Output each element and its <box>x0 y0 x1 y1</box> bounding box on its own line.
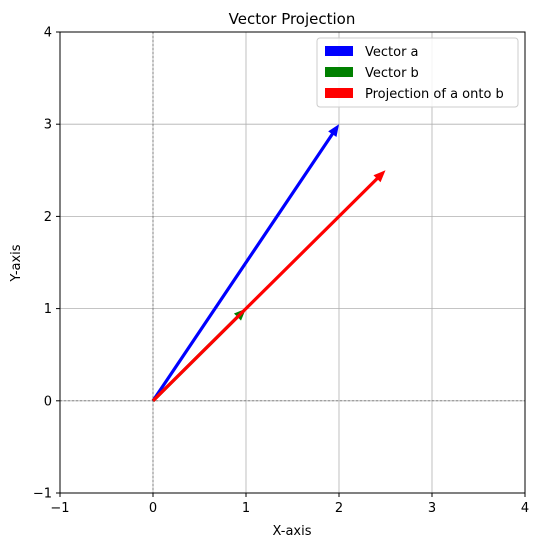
x-tick-label: 3 <box>428 501 436 516</box>
legend: Vector a Vector b Projection of a onto b <box>316 37 519 108</box>
x-tick-label: 4 <box>521 501 529 516</box>
x-tick-label: −1 <box>50 501 69 516</box>
y-tick-label: 1 <box>44 302 52 317</box>
legend-swatch <box>325 67 353 77</box>
legend-swatch <box>325 46 353 56</box>
y-tick-label: 4 <box>44 26 52 41</box>
axes <box>59 31 526 494</box>
legend-label: Vector a <box>365 45 419 60</box>
chart-title: Vector Projection <box>229 10 356 28</box>
x-tick-label: 0 <box>149 501 157 516</box>
y-tick-label: −1 <box>33 487 52 502</box>
y-tick-label: 3 <box>44 118 52 133</box>
y-axis-label: Y-axis <box>9 244 24 282</box>
vector-arrow-0 <box>151 124 339 402</box>
legend-swatch <box>325 88 353 98</box>
x-tick-label: 1 <box>242 501 250 516</box>
y-tick-label: 2 <box>44 210 52 225</box>
vector-arrows <box>151 124 386 402</box>
y-tick-label: 0 <box>44 394 52 409</box>
vector-arrow-2 <box>151 170 386 402</box>
legend-label: Projection of a onto b <box>365 87 504 102</box>
legend-label: Vector b <box>365 66 419 81</box>
axes-frame <box>59 31 526 494</box>
ticks: −1 0 1 2 3 4 −1 0 1 2 3 4 <box>33 26 529 517</box>
x-tick-label: 2 <box>335 501 343 516</box>
x-axis-label: X-axis <box>273 524 312 539</box>
legend-box <box>316 37 519 108</box>
